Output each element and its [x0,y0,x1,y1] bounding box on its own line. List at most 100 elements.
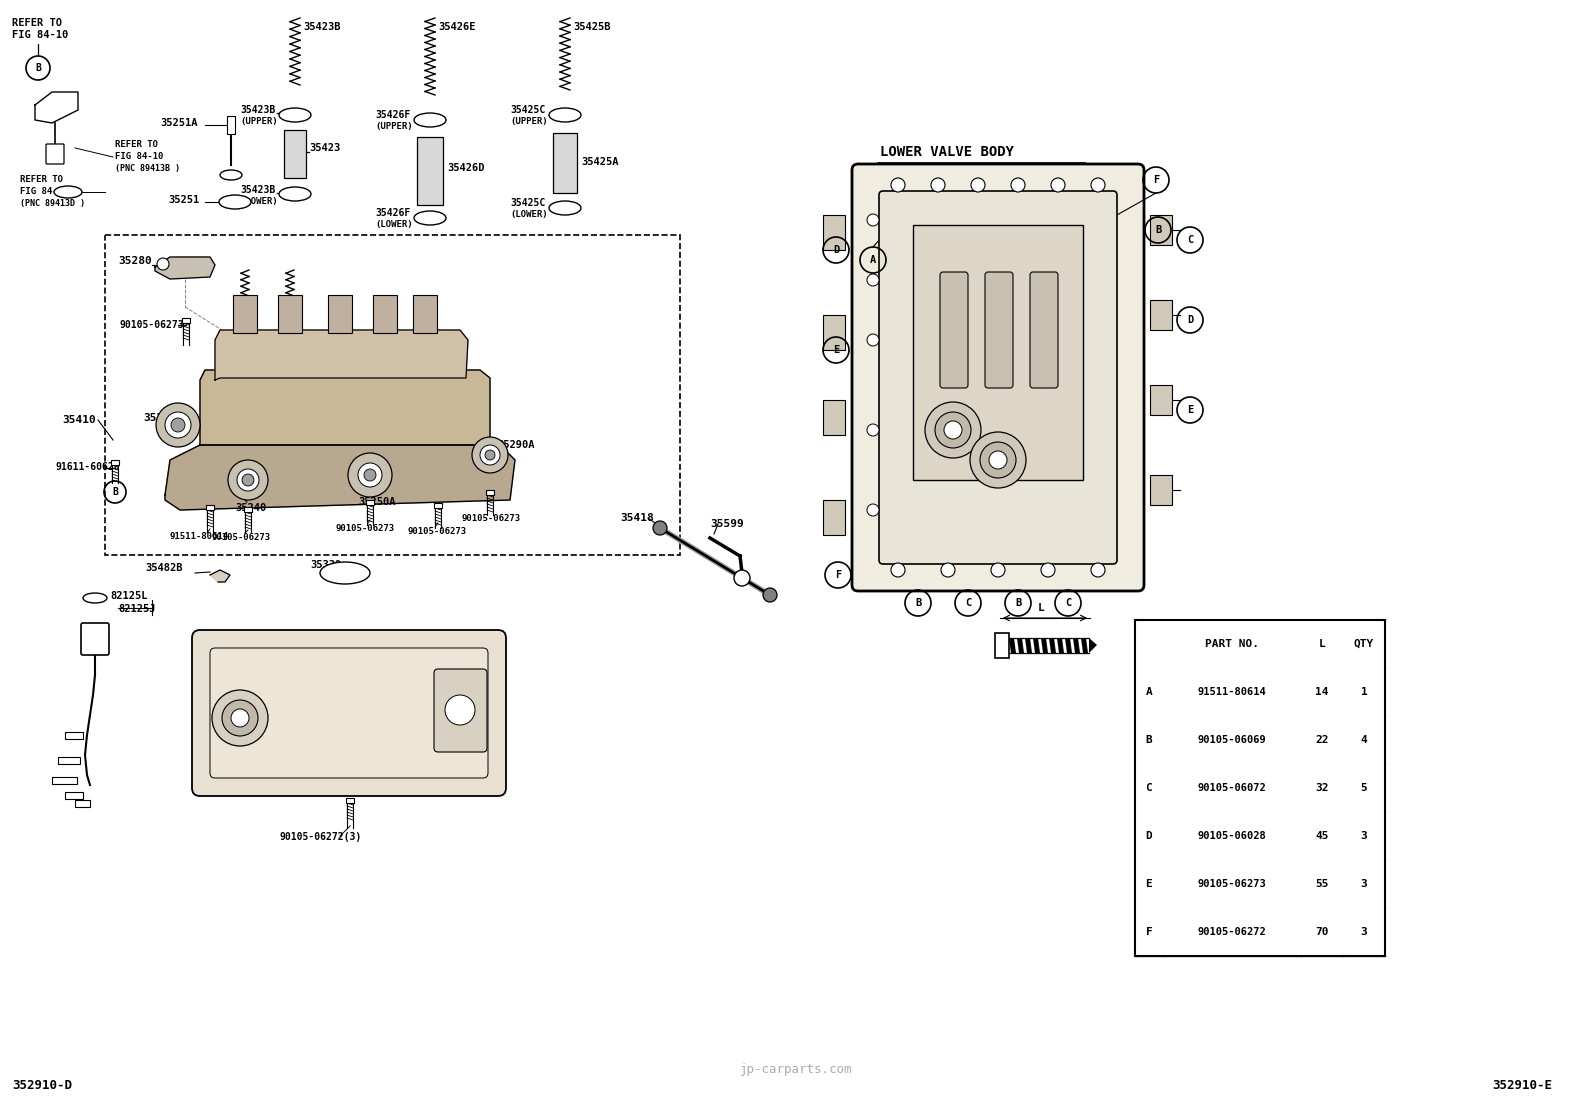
Text: 35251A: 35251A [161,118,197,127]
Polygon shape [154,257,215,279]
FancyBboxPatch shape [1030,271,1059,388]
Polygon shape [1049,639,1055,653]
Bar [65,732,83,739]
Polygon shape [210,570,229,582]
Ellipse shape [279,108,310,122]
Text: 35423B: 35423B [240,106,275,115]
Text: 90105-06069: 90105-06069 [1197,735,1266,745]
Circle shape [446,695,474,725]
Text: REFER TO: REFER TO [115,140,158,149]
Text: 35426F: 35426F [376,110,411,120]
Polygon shape [1081,639,1087,653]
Text: 55: 55 [1315,879,1329,889]
Text: E: E [1188,406,1192,415]
Bar [1135,620,1385,956]
Circle shape [935,412,971,448]
Bar [412,295,436,333]
Ellipse shape [83,593,107,603]
Text: 35426E: 35426E [438,22,476,32]
Text: 5: 5 [1361,782,1368,793]
Bar [232,295,256,333]
Text: QTY: QTY [1353,639,1374,650]
Circle shape [941,563,955,577]
Text: B: B [1146,735,1153,745]
Polygon shape [1041,639,1048,653]
Bar [435,503,443,508]
Text: A: A [1146,687,1153,697]
Circle shape [228,460,267,500]
Text: C: C [1188,235,1192,245]
Circle shape [971,178,985,192]
Bar [75,800,91,807]
FancyBboxPatch shape [879,191,1118,564]
Circle shape [1091,178,1105,192]
Ellipse shape [54,186,83,198]
Polygon shape [35,92,78,123]
Text: 91511-80614: 91511-80614 [1197,687,1266,697]
Text: D: D [1146,831,1153,841]
Text: C: C [1146,782,1153,793]
Text: (PNC 89413D ): (PNC 89413D ) [21,199,84,208]
Polygon shape [215,330,468,380]
Polygon shape [1009,639,1016,653]
Text: 4: 4 [1361,735,1368,745]
Text: 3: 3 [1361,926,1368,937]
Circle shape [358,463,382,487]
Circle shape [944,421,962,439]
Polygon shape [1025,639,1032,653]
Text: 35240: 35240 [236,503,266,513]
Bar [57,757,80,764]
Bar [823,315,845,349]
Bar [912,225,1083,480]
Circle shape [892,563,904,577]
Text: (UPPER): (UPPER) [376,122,412,131]
Circle shape [892,178,904,192]
Text: 90105-06273: 90105-06273 [462,514,521,523]
Text: 35425B: 35425B [573,22,610,32]
Bar [53,777,76,784]
Bar [205,506,213,510]
Text: A: A [869,255,876,265]
Text: (LOWER): (LOWER) [509,210,548,219]
Bar [283,130,306,178]
Text: jp-carparts.com: jp-carparts.com [740,1063,852,1076]
Text: FIG 84-10: FIG 84-10 [13,30,68,40]
Circle shape [156,403,201,447]
Circle shape [763,588,777,602]
Text: 90105-06072: 90105-06072 [1197,782,1266,793]
Text: FIG 84-10: FIG 84-10 [21,187,68,196]
Bar [244,507,252,512]
Circle shape [349,453,392,497]
Polygon shape [166,445,514,510]
Text: F: F [1153,175,1159,185]
Circle shape [1011,178,1025,192]
Bar [181,318,189,323]
Text: (UPPER): (UPPER) [240,116,277,126]
Text: FIG 84-10: FIG 84-10 [115,152,164,160]
Text: (UPPER): (UPPER) [509,116,548,126]
FancyBboxPatch shape [46,144,64,164]
Bar [279,295,302,333]
Bar [373,295,396,333]
Ellipse shape [549,108,581,122]
Text: 35330: 35330 [463,688,497,698]
Ellipse shape [320,562,369,584]
Text: (LOWER): (LOWER) [376,220,412,229]
FancyBboxPatch shape [81,623,108,655]
Ellipse shape [414,211,446,225]
Bar [1149,385,1172,415]
Text: 35425A: 35425A [581,157,619,167]
Text: B: B [35,63,41,73]
Text: 35423B: 35423B [302,22,341,32]
FancyBboxPatch shape [985,271,1013,388]
Bar [1149,300,1172,330]
Text: (LOWER): (LOWER) [240,197,277,206]
Text: REFER TO: REFER TO [13,18,62,27]
Bar [328,295,352,333]
Circle shape [471,437,508,473]
Text: 45: 45 [1315,831,1329,841]
Bar [486,490,494,495]
Text: 35339: 35339 [310,560,341,570]
Circle shape [242,474,255,486]
FancyBboxPatch shape [435,669,487,752]
